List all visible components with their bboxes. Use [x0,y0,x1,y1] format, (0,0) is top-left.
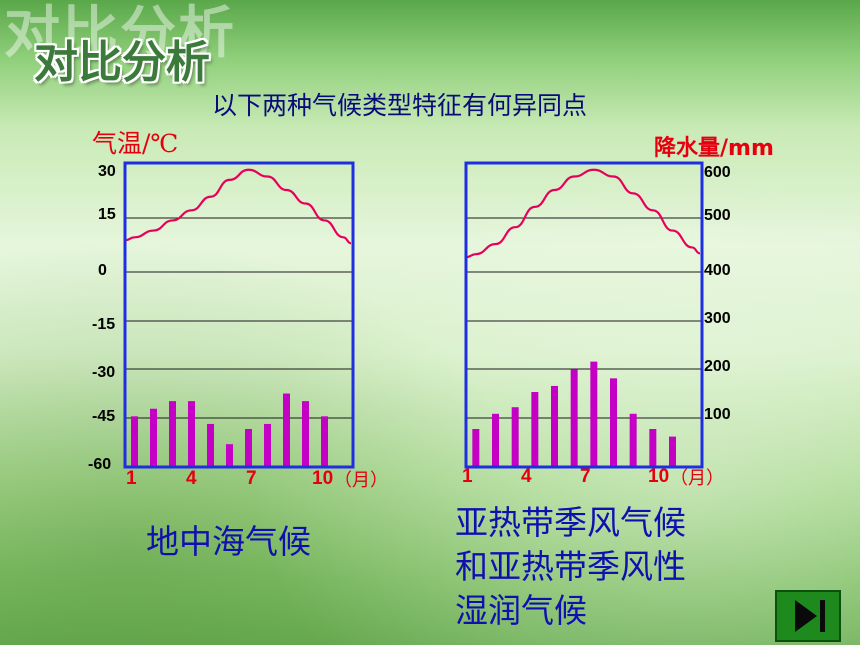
precipitation-bar [590,361,598,467]
month-tick-label: 10 [648,466,670,487]
month-tick-label: 4 [521,466,532,487]
precipitation-bar [629,413,637,467]
month-tick-label: 1 [126,468,137,489]
chart-frame [123,161,355,469]
month-unit-label: （月） [670,468,724,489]
slide-title: 对比分析 [34,37,210,88]
month-tick-label: 7 [246,468,257,489]
next-slide-button[interactable] [775,590,841,642]
precip-tick-label: 600 [704,164,731,181]
title-watermark: 对比分析 [4,1,236,66]
monsoon-caption-line: 亚热带季风气候 [455,503,686,542]
precipitation-bar [245,429,252,467]
precipitation-bar [511,407,519,467]
temp-tick-label: -15 [92,316,116,333]
precipitation-bar [669,436,676,467]
precipitation-bar [610,378,617,467]
temp-tick-label: -60 [88,456,112,473]
temp-tick-label: -45 [92,408,116,425]
temp-tick-label: -30 [92,364,116,381]
monsoon-caption-line: 和亚热带季风性 [455,547,686,586]
mediterranean-caption: 地中海气候 [146,522,311,561]
month-tick-label: 7 [580,466,591,487]
precipitation-bar [169,401,176,467]
precipitation-bar [321,416,328,467]
temperature-line [124,168,352,245]
precipitation-bar [264,423,271,467]
precipitation-bar [302,401,309,467]
temp-tick-label: 0 [98,262,107,279]
precipitation-axis-label: 降水量/mm [654,136,774,161]
precipitation-bar [472,429,480,467]
precipitation-bar [207,423,214,467]
next-slide-icon [795,600,825,632]
monsoon-caption-line: 湿润气候 [455,591,587,630]
precipitation-bar [649,429,657,467]
month-tick-label: 1 [462,466,473,487]
temperature-axis-label: 气温/℃ [92,129,179,158]
precipitation-bar [531,392,539,467]
temp-tick-label: 15 [98,206,116,223]
temp-tick-label: 30 [98,163,116,180]
temperature-line [465,168,701,259]
month-unit-label: （月） [334,470,388,491]
precipitation-bar [492,413,499,467]
precip-tick-label: 300 [704,310,731,327]
chart-frame [464,161,704,469]
precip-tick-label: 200 [704,358,731,375]
precipitation-bar [226,444,233,467]
precipitation-bar [551,385,558,467]
month-tick-label: 4 [186,468,197,489]
precipitation-bar [150,408,157,467]
precip-tick-label: 100 [704,406,731,423]
slide-subtitle: 以下两种气候类型特征有何异同点 [212,91,588,120]
month-tick-label: 10 [312,468,334,489]
precipitation-bar [188,401,195,467]
precipitation-bar [570,369,578,467]
precip-tick-label: 400 [704,262,731,279]
precipitation-bar [131,416,138,467]
precip-tick-label: 500 [704,207,731,224]
precipitation-bar [283,393,290,467]
